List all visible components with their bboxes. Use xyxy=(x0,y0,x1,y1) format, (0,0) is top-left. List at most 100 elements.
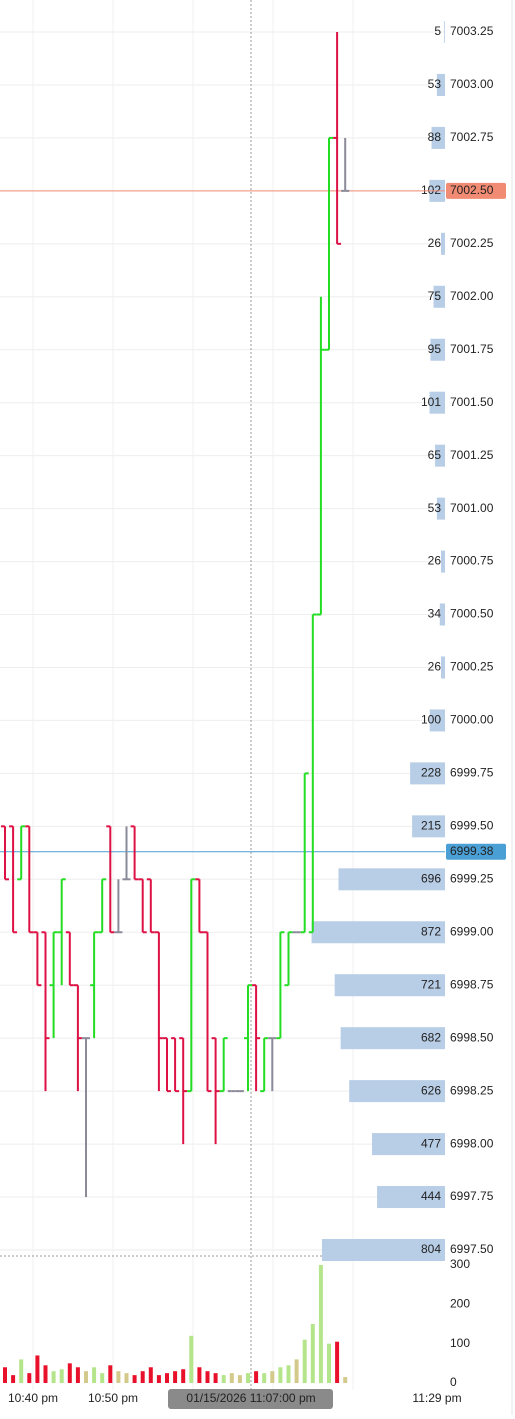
y-tick-label: 6999.75 xyxy=(450,766,494,780)
volume-bar xyxy=(197,1367,202,1383)
y-tick-label: 6999.25 xyxy=(450,871,494,885)
profile-bar xyxy=(311,921,445,944)
y-tick-label: 7001.50 xyxy=(450,395,494,409)
volume-bar xyxy=(19,1359,24,1383)
crosshair-time-label: 01/15/2026 11:07:00 pm xyxy=(186,1391,315,1405)
crosshair-price-marker xyxy=(446,843,506,860)
volume-bar xyxy=(327,1343,331,1383)
volume-bar xyxy=(116,1371,121,1383)
y-tick-label: 6997.75 xyxy=(450,1189,494,1203)
profile-bar xyxy=(439,603,445,626)
volume-bar xyxy=(278,1367,283,1383)
profile-label: 102 xyxy=(421,183,441,197)
volume-bar xyxy=(294,1359,299,1383)
x-tick-label: 10:50 pm xyxy=(88,1391,138,1405)
profile-bar xyxy=(429,391,445,414)
profile-bar xyxy=(372,1133,445,1156)
profile-label: 626 xyxy=(421,1083,441,1097)
profile-label: 101 xyxy=(421,395,441,409)
profile-label: 26 xyxy=(428,554,442,568)
profile-bar xyxy=(431,126,445,149)
volume-bar xyxy=(189,1335,194,1383)
profile-bar xyxy=(340,1027,445,1050)
profile-label: 682 xyxy=(421,1030,441,1044)
y-tick-label: 7001.00 xyxy=(450,501,494,515)
y-tick-label: 6997.50 xyxy=(450,1242,494,1256)
y-tick-label: 7000.50 xyxy=(450,607,494,621)
profile-label: 215 xyxy=(421,819,441,833)
y-tick-label: 7003.25 xyxy=(450,24,494,38)
volume-bar xyxy=(132,1375,137,1383)
volume-bar xyxy=(140,1371,145,1383)
y-tick-label: 7000.25 xyxy=(450,660,494,674)
last-price-label: 7002.50 xyxy=(450,183,494,197)
volume-bar xyxy=(221,1375,226,1383)
profile-bar xyxy=(349,1080,445,1103)
volume-bar xyxy=(262,1373,267,1383)
volume-bar xyxy=(84,1371,88,1383)
volume-bar xyxy=(270,1371,275,1383)
y-tick-label: 7003.00 xyxy=(450,77,494,91)
profile-label: 75 xyxy=(428,289,442,303)
volume-bar xyxy=(310,1324,315,1383)
profile-bar xyxy=(433,285,445,308)
volume-bar xyxy=(100,1373,105,1383)
profile-label: 444 xyxy=(421,1189,441,1203)
volume-bar xyxy=(229,1373,234,1383)
profile-bar xyxy=(444,21,445,43)
profile-bar xyxy=(321,1239,445,1261)
volume-bar xyxy=(165,1373,169,1383)
profile-bar xyxy=(429,709,445,732)
profile-label: 95 xyxy=(428,342,442,356)
profile-label: 100 xyxy=(421,713,441,727)
profile-bar xyxy=(334,974,445,997)
volume-tick-label: 0 xyxy=(450,1375,457,1389)
x-tick-label: 10:40 pm xyxy=(8,1391,58,1405)
y-tick-label: 7001.25 xyxy=(450,448,494,462)
profile-label: 26 xyxy=(428,236,442,250)
y-tick-label: 6999.00 xyxy=(450,924,494,938)
volume-bar xyxy=(343,1377,348,1383)
volume-bar xyxy=(59,1369,64,1383)
volume-bar xyxy=(11,1375,16,1383)
profile-label: 65 xyxy=(428,448,442,462)
volume-bar xyxy=(108,1365,113,1383)
volume-bar xyxy=(318,1265,323,1383)
profile-bar xyxy=(436,73,445,96)
volume-tick-label: 100 xyxy=(450,1336,470,1350)
crosshair-time-marker xyxy=(168,1389,333,1409)
y-tick-label: 6998.50 xyxy=(450,1030,494,1044)
volume-bar xyxy=(181,1369,186,1383)
profile-bar xyxy=(338,868,445,891)
volume-bar xyxy=(67,1363,72,1383)
profile-bar xyxy=(441,656,445,679)
profile-label: 804 xyxy=(421,1242,441,1256)
y-tick-label: 6998.00 xyxy=(450,1136,494,1150)
volume-bar xyxy=(35,1355,40,1383)
profile-label: 88 xyxy=(428,130,442,144)
volume-bar xyxy=(335,1341,340,1383)
y-tick-label: 7000.75 xyxy=(450,554,494,568)
volume-bar xyxy=(27,1373,32,1383)
y-tick-label: 6998.25 xyxy=(450,1083,494,1097)
profile-label: 34 xyxy=(428,607,442,621)
y-tick-label: 6999.50 xyxy=(450,819,494,833)
y-tick-label: 7001.75 xyxy=(450,342,494,356)
profile-label: 53 xyxy=(428,77,442,91)
profile-label: 5 xyxy=(434,24,441,38)
y-tick-label: 7000.00 xyxy=(450,713,494,727)
volume-bar xyxy=(156,1375,161,1383)
volume-bar xyxy=(213,1373,218,1383)
profile-label: 721 xyxy=(421,977,441,991)
volume-bar xyxy=(173,1371,178,1383)
volume-bar xyxy=(3,1367,7,1383)
profile-label: 696 xyxy=(421,871,441,885)
x-tick-label: 11:29 pm xyxy=(412,1391,461,1405)
profile-label: 26 xyxy=(428,660,442,674)
profile-bar xyxy=(441,232,445,255)
profile-label: 228 xyxy=(421,766,441,780)
last-price-marker xyxy=(446,182,506,199)
volume-bar xyxy=(302,1339,307,1383)
volume-bar xyxy=(237,1375,242,1383)
